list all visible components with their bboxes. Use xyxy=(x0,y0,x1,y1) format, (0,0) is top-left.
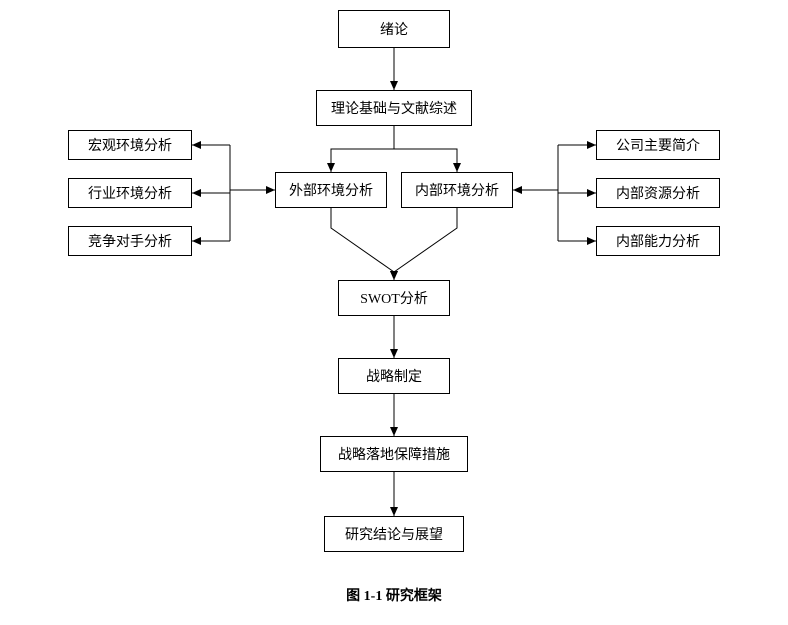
node-intro: 绪论 xyxy=(338,10,450,48)
node-swot: SWOT分析 xyxy=(338,280,450,316)
node-concl: 研究结论与展望 xyxy=(324,516,464,552)
node-macro: 宏观环境分析 xyxy=(68,130,192,160)
node-company: 公司主要简介 xyxy=(596,130,720,160)
node-impl: 战略落地保障措施 xyxy=(320,436,468,472)
node-industry: 行业环境分析 xyxy=(68,178,192,208)
node-resource: 内部资源分析 xyxy=(596,178,720,208)
node-ext: 外部环境分析 xyxy=(275,172,387,208)
node-int: 内部环境分析 xyxy=(401,172,513,208)
node-compet: 竞争对手分析 xyxy=(68,226,192,256)
figure-caption: 图 1-1 研究框架 xyxy=(0,585,788,605)
node-ability: 内部能力分析 xyxy=(596,226,720,256)
flowchart-canvas: 图 1-1 研究框架 绪论理论基础与文献综述外部环境分析内部环境分析 宏观环境分析… xyxy=(0,0,788,625)
node-strategy: 战略制定 xyxy=(338,358,450,394)
node-lit: 理论基础与文献综述 xyxy=(316,90,472,126)
